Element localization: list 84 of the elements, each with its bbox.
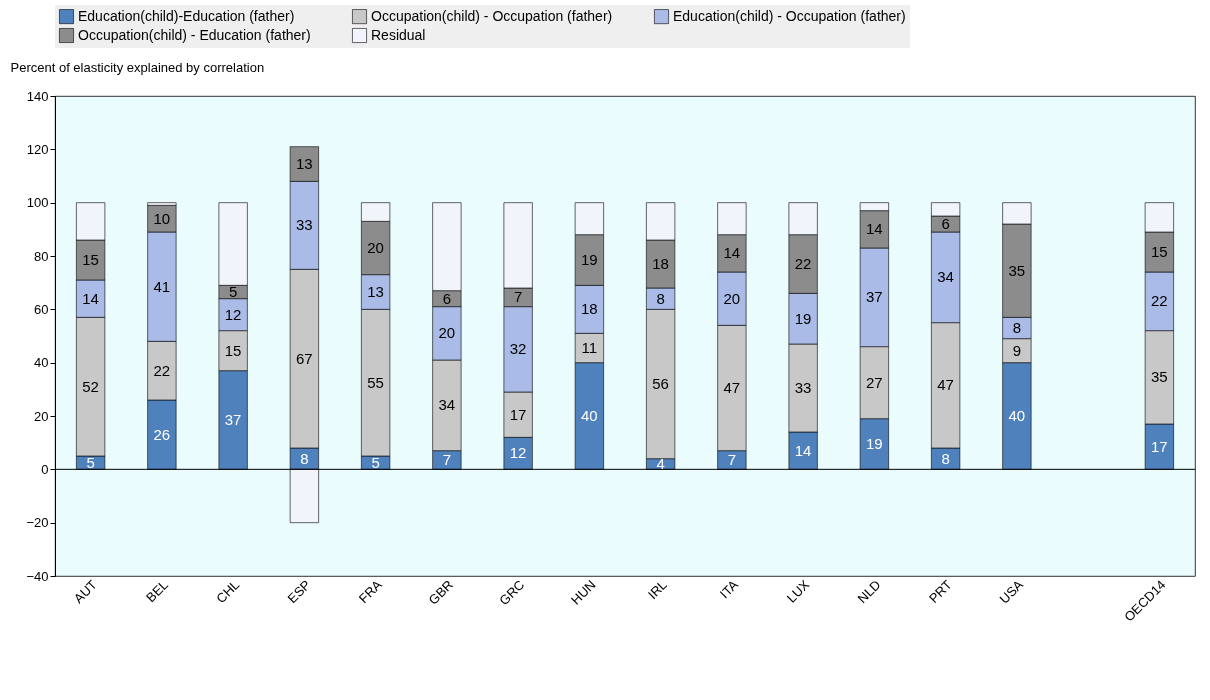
data-label: 4 bbox=[656, 455, 665, 472]
y-tick-label: −20 bbox=[26, 515, 49, 531]
data-label: 22 bbox=[1151, 292, 1168, 310]
x-tick-label: IRL bbox=[644, 577, 670, 602]
x-tick-label: NLD bbox=[854, 577, 884, 607]
data-label: 14 bbox=[723, 244, 741, 262]
x-tick-label: ITA bbox=[716, 576, 742, 602]
legend-label: Education(child) - Occupation (father) bbox=[673, 7, 906, 24]
data-label: 22 bbox=[794, 255, 812, 272]
data-label: 13 bbox=[296, 155, 313, 172]
data-label: 20 bbox=[723, 289, 741, 307]
legend-label: Education(child)-Education (father) bbox=[78, 7, 295, 24]
data-label: 34 bbox=[438, 396, 456, 414]
data-label: 18 bbox=[581, 300, 598, 318]
data-label: 20 bbox=[438, 324, 456, 342]
data-label: 41 bbox=[153, 277, 171, 295]
data-label: 11 bbox=[581, 339, 598, 356]
y-tick-label: 20 bbox=[34, 408, 49, 424]
data-label: 18 bbox=[652, 255, 669, 272]
y-axis-title: Percent of elasticity explained by correlation bbox=[10, 59, 265, 75]
data-label: 8 bbox=[656, 289, 665, 307]
data-label: 67 bbox=[296, 349, 313, 367]
legend-label: Residual bbox=[371, 26, 426, 43]
data-label: 5 bbox=[228, 283, 238, 300]
data-label: 13 bbox=[367, 283, 384, 300]
data-label: 32 bbox=[509, 340, 527, 358]
data-label: 55 bbox=[367, 373, 384, 391]
data-label: 34 bbox=[937, 268, 954, 286]
data-label: 15 bbox=[224, 341, 242, 359]
data-label: 12 bbox=[509, 444, 527, 462]
data-label: 12 bbox=[224, 305, 242, 323]
data-label: 6 bbox=[442, 289, 452, 307]
data-label: 37 bbox=[866, 288, 883, 306]
data-label: 7 bbox=[727, 451, 737, 468]
y-tick-label: 40 bbox=[34, 355, 49, 371]
data-label: 20 bbox=[367, 239, 384, 256]
y-tick-label: 0 bbox=[41, 461, 49, 477]
data-label: 27 bbox=[866, 373, 883, 391]
data-label: 15 bbox=[82, 251, 99, 268]
legend-label: Occupation(child) - Occupation (father) bbox=[371, 7, 613, 24]
data-label: 19 bbox=[866, 435, 883, 452]
data-label: 26 bbox=[153, 425, 171, 443]
y-tick-label: −40 bbox=[26, 568, 49, 584]
data-label: 40 bbox=[581, 407, 598, 424]
data-label: 8 bbox=[1012, 319, 1022, 336]
data-label: 35 bbox=[1008, 261, 1026, 279]
data-label: 14 bbox=[794, 441, 812, 459]
data-label: 35 bbox=[1151, 368, 1168, 386]
data-label: 33 bbox=[296, 216, 313, 234]
y-tick-label: 120 bbox=[26, 141, 49, 157]
data-label: 37 bbox=[224, 411, 242, 428]
data-label: 7 bbox=[442, 451, 452, 468]
data-label: 10 bbox=[153, 209, 171, 227]
data-label: 9 bbox=[1012, 341, 1022, 359]
data-label: 19 bbox=[794, 309, 812, 327]
data-label: 14 bbox=[82, 289, 99, 307]
y-tick-label: 60 bbox=[34, 301, 49, 317]
data-label: 19 bbox=[581, 251, 598, 268]
data-label: 5 bbox=[371, 453, 380, 471]
data-label: 7 bbox=[513, 288, 523, 306]
data-label: 47 bbox=[723, 379, 741, 396]
x-tick-label: FRA bbox=[355, 576, 386, 607]
data-label: 15 bbox=[1151, 243, 1168, 260]
data-label: 5 bbox=[86, 453, 95, 471]
data-label: 8 bbox=[941, 449, 950, 467]
x-tick-label: BEL bbox=[143, 577, 172, 606]
data-label: 22 bbox=[153, 361, 171, 379]
data-label: 17 bbox=[1151, 437, 1168, 455]
x-tick-label: CHL bbox=[213, 577, 243, 607]
data-label: 17 bbox=[509, 405, 527, 423]
y-tick-label: 100 bbox=[26, 195, 49, 211]
legend-label: Occupation(child) - Education (father) bbox=[78, 26, 311, 43]
data-label: 33 bbox=[794, 379, 812, 396]
x-tick-label: ESP bbox=[284, 577, 314, 607]
data-label: 52 bbox=[82, 377, 99, 395]
data-label: 6 bbox=[941, 215, 950, 232]
data-label: 56 bbox=[652, 375, 669, 392]
data-label: 40 bbox=[1008, 407, 1026, 424]
data-label: 8 bbox=[300, 449, 309, 467]
x-tick-label: USA bbox=[996, 576, 1027, 607]
data-label: 47 bbox=[937, 376, 954, 394]
data-label: 14 bbox=[866, 220, 883, 238]
y-tick-label: 140 bbox=[26, 88, 49, 104]
y-tick-label: 80 bbox=[34, 248, 49, 264]
